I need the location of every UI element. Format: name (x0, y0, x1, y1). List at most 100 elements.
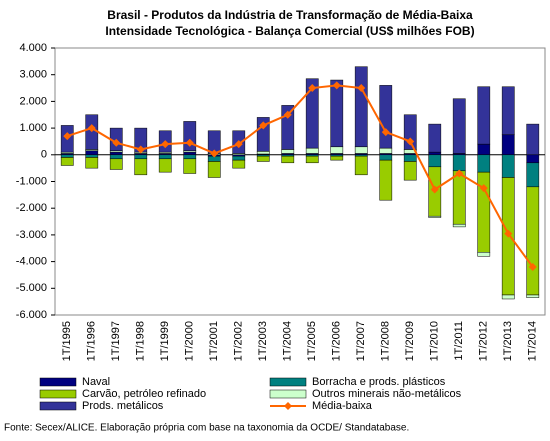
x-tick-label: 1T/1997 (110, 321, 122, 361)
legend-label: Prods. metálicos (82, 400, 164, 412)
bar-segment (526, 123, 540, 156)
bar-segment (109, 154, 123, 160)
line-marker (283, 110, 292, 119)
bar-segment (183, 154, 197, 160)
x-tick-label: 1T/2011 (453, 321, 465, 361)
y-tick-label: -6.000 (16, 309, 47, 321)
x-tick-label: 1T/2006 (331, 321, 343, 361)
line-marker (430, 185, 439, 194)
chart-title: Brasil - Produtos da Indústria de Transf… (107, 8, 473, 22)
line-marker (357, 84, 366, 93)
bar-segment (477, 252, 491, 257)
y-tick-label: 2.000 (19, 95, 47, 107)
y-tick-label: 4.000 (19, 42, 47, 54)
x-tick-label: 1T/2001 (208, 321, 220, 361)
legend-swatch (269, 389, 307, 399)
bar-segment (379, 159, 393, 201)
bar-segment (109, 151, 123, 156)
x-tick-label: 1T/2005 (306, 321, 318, 361)
bar-segment (256, 151, 270, 155)
bar-segment (281, 149, 295, 154)
legend-swatch (39, 377, 77, 387)
bar-segment (354, 146, 368, 154)
bar-segment (403, 154, 417, 162)
bar-segment (134, 158, 148, 176)
legend-label: Outros minerais não-metálicos (312, 388, 462, 400)
bar-segment (379, 154, 393, 161)
x-tick-label: 1T/2002 (233, 321, 245, 361)
bar-segment (281, 155, 295, 164)
bar-segment (256, 155, 270, 162)
bar-segment (85, 150, 99, 156)
bar-segment (428, 123, 442, 153)
x-tick-label: 1T/1996 (86, 321, 98, 361)
legend-swatch (284, 402, 292, 410)
bar-segment (477, 154, 491, 173)
y-tick-label: 3.000 (19, 69, 47, 81)
line-marker (234, 140, 243, 149)
y-tick-label: -5.000 (16, 282, 47, 294)
bar-segment (232, 159, 246, 169)
bar-segment (158, 154, 172, 160)
x-tick-label: 1T/2013 (502, 321, 514, 361)
x-tick-label: 1T/2008 (380, 321, 392, 361)
bar-segment (354, 155, 368, 176)
line (66, 84, 534, 268)
line-marker (112, 138, 121, 147)
bar-segment (85, 157, 99, 169)
legend-swatch (269, 377, 307, 387)
legend-label: Carvão, petróleo refinado (82, 388, 206, 400)
bar-segment (60, 157, 74, 166)
bar-segment (379, 85, 393, 149)
bar-segment (207, 161, 221, 178)
x-tick-label: 1T/2012 (478, 321, 490, 361)
bar-segment (501, 294, 515, 300)
y-tick-label: -2.000 (16, 202, 47, 214)
x-tick-label: 1T/1998 (135, 321, 147, 361)
x-tick-label: 1T/2009 (404, 321, 416, 361)
line-marker (308, 84, 317, 93)
line-marker (406, 137, 415, 146)
bar-segment (183, 158, 197, 174)
bar-segment (501, 86, 515, 136)
line-marker (161, 140, 170, 149)
line-marker (504, 229, 513, 238)
x-tick-label: 1T/2000 (184, 321, 196, 361)
line-marker (210, 149, 219, 158)
bar-segment (330, 146, 344, 154)
bar-segment (354, 66, 368, 148)
bar-segment (305, 78, 319, 149)
bar-segment (85, 154, 99, 158)
bar-segment (428, 215, 442, 218)
bar-segment (526, 186, 540, 296)
bar-segment (305, 155, 319, 164)
x-tick-label: 1T/1999 (159, 321, 171, 361)
y-tick-label: -1.000 (16, 175, 47, 187)
x-tick-label: 1T/2004 (282, 321, 294, 361)
x-tick-label: 1T/1995 (61, 321, 73, 361)
x-tick-label: 1T/2007 (355, 321, 367, 361)
legend-label: Borracha e prods. plásticos (312, 376, 446, 388)
bar-segment (452, 98, 466, 154)
legend-label: Naval (82, 376, 110, 388)
bar-segment (501, 134, 515, 156)
bar-segment (330, 155, 344, 161)
legend-swatch (39, 401, 77, 411)
source-note: Fonte: Secex/ALICE. Elaboração própria c… (4, 423, 409, 434)
x-tick-label: 1T/2010 (429, 321, 441, 361)
bar-segment (158, 158, 172, 173)
line-marker (259, 121, 268, 130)
bar-segment (526, 162, 540, 188)
bar-segment (452, 154, 466, 172)
line-marker (332, 81, 341, 90)
bar-segment (501, 154, 515, 178)
bar-segment (109, 158, 123, 170)
bar-segment (428, 151, 442, 156)
y-tick-label: 0 (41, 149, 47, 161)
bar-segment (379, 147, 393, 154)
chart-title: Intensidade Tecnológica - Balança Comerc… (105, 24, 474, 38)
bar-segment (183, 151, 197, 156)
x-tick-label: 1T/2003 (257, 321, 269, 361)
bar-segment (428, 154, 442, 168)
